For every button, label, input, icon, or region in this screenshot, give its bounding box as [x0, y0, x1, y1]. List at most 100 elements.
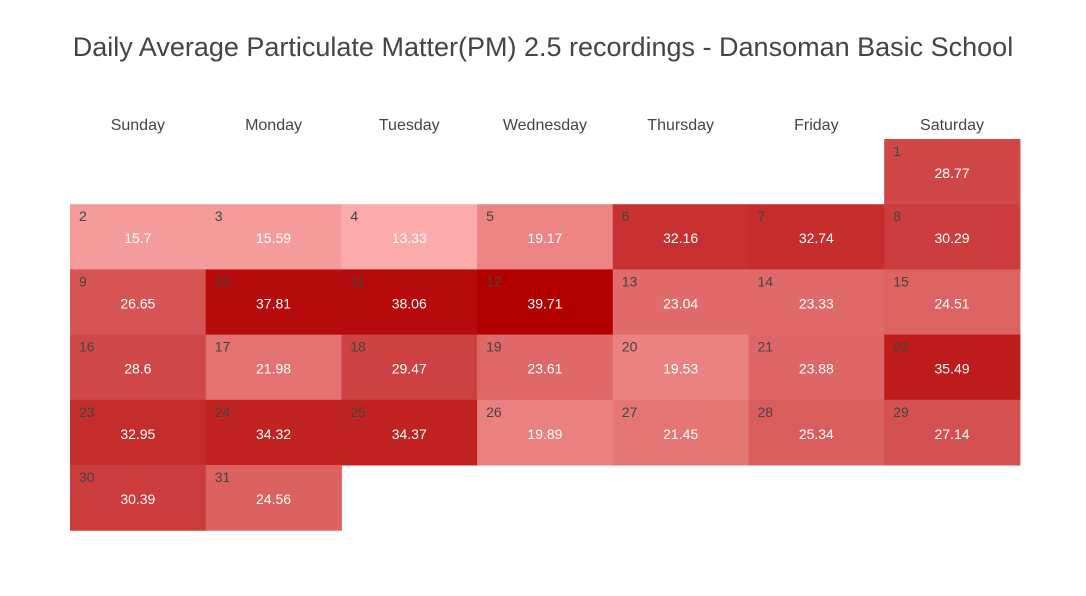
day-cell-10[interactable]: 10 37.81 — [205, 269, 342, 336]
day-value-label: 37.81 — [256, 295, 291, 311]
day-cell-11[interactable]: 11 38.06 — [341, 269, 478, 336]
day-cell-30[interactable]: 30 30.39 — [70, 465, 207, 531]
day-cell-1[interactable]: 128.77 — [884, 139, 1021, 205]
weekday-label-tuesday: Tuesday — [379, 117, 440, 134]
day-cell-8[interactable]: 830.29 — [884, 204, 1021, 270]
day-value-label: 34.32 — [256, 426, 291, 442]
day-number: 6 — [622, 208, 630, 224]
day-value-label: 28.6 — [124, 361, 151, 377]
day-value-label: 26.65 — [120, 295, 155, 311]
chart-title: Daily Average Particulate Matter(PM) 2.5… — [72, 32, 1014, 62]
day-number: 2 — [79, 208, 87, 224]
day-cell-rect — [205, 399, 342, 466]
day-cell-rect — [612, 269, 749, 336]
day-number: 15 — [893, 273, 909, 289]
day-cell-rect — [477, 204, 614, 270]
day-number: 7 — [758, 208, 766, 224]
day-cell-25[interactable]: 25 34.37 — [341, 399, 478, 466]
day-cell-22[interactable]: 22 35.49 — [884, 334, 1021, 401]
day-number: 11 — [350, 273, 365, 289]
day-cell-rect — [70, 334, 207, 401]
weekday-label-wednesday: Wednesday — [503, 117, 587, 134]
day-cell-4[interactable]: 413.33 — [341, 204, 478, 270]
day-number: 5 — [486, 208, 494, 224]
day-value-label: 19.17 — [527, 230, 562, 246]
day-cell-18[interactable]: 18 29.47 — [341, 334, 478, 401]
day-cell-rect — [477, 399, 614, 466]
day-cell-21[interactable]: 21 23.88 — [748, 334, 885, 401]
weekday-label-sunday: Sunday — [111, 117, 165, 134]
day-value-label: 35.49 — [935, 361, 970, 377]
day-cell-rect — [70, 204, 207, 270]
day-cell-13[interactable]: 13 23.04 — [612, 269, 749, 336]
day-cell-rect — [341, 399, 478, 466]
day-number: 9 — [79, 273, 87, 289]
day-value-label: 23.04 — [663, 295, 698, 311]
day-value-label: 30.39 — [120, 491, 155, 507]
day-cell-3[interactable]: 315.59 — [205, 204, 342, 270]
day-number: 8 — [893, 208, 901, 224]
day-number: 18 — [350, 339, 366, 355]
day-cell-6[interactable]: 632.16 — [612, 204, 749, 270]
weekday-label-monday: Monday — [245, 117, 302, 134]
day-cell-7[interactable]: 732.74 — [748, 204, 885, 270]
day-number: 1 — [893, 143, 901, 159]
day-value-label: 21.98 — [256, 361, 291, 377]
day-number: 20 — [622, 339, 638, 355]
day-cell-23[interactable]: 23 32.95 — [70, 399, 207, 466]
day-cell-rect — [477, 269, 614, 336]
day-cell-rect — [884, 334, 1021, 401]
day-value-label: 30.29 — [935, 230, 970, 246]
day-cell-rect — [612, 334, 749, 401]
day-number: 31 — [215, 469, 231, 485]
day-number: 12 — [486, 273, 502, 289]
day-cell-28[interactable]: 28 25.34 — [748, 399, 885, 466]
day-value-label: 13.33 — [392, 230, 427, 246]
day-cell-24[interactable]: 24 34.32 — [205, 399, 342, 466]
day-cell-15[interactable]: 15 24.51 — [884, 269, 1021, 336]
day-value-label: 27.14 — [935, 426, 970, 442]
day-number: 28 — [758, 404, 774, 420]
day-cell-20[interactable]: 20 19.53 — [612, 334, 749, 401]
day-cell-rect — [884, 204, 1021, 270]
day-cell-16[interactable]: 16 28.6 — [70, 334, 207, 401]
day-cell-rect — [748, 204, 885, 270]
day-cell-rect — [612, 204, 749, 270]
day-cell-rect — [748, 334, 885, 401]
day-number: 19 — [486, 339, 502, 355]
day-cell-5[interactable]: 519.17 — [477, 204, 614, 270]
day-value-label: 23.61 — [527, 361, 562, 377]
day-cell-26[interactable]: 26 19.89 — [477, 399, 614, 466]
day-value-label: 32.95 — [120, 426, 155, 442]
day-number: 23 — [79, 404, 95, 420]
day-cell-rect — [70, 465, 207, 531]
day-cell-17[interactable]: 17 21.98 — [205, 334, 342, 401]
day-value-label: 19.53 — [663, 361, 698, 377]
day-cell-rect — [341, 334, 478, 401]
day-cell-2[interactable]: 215.7 — [70, 204, 207, 270]
day-value-label: 32.16 — [663, 230, 698, 246]
day-cell-31[interactable]: 31 24.56 — [205, 465, 342, 531]
day-cell-12[interactable]: 12 39.71 — [477, 269, 614, 336]
day-value-label: 15.7 — [124, 230, 151, 246]
day-number: 24 — [215, 404, 231, 420]
day-cell-27[interactable]: 27 21.45 — [612, 399, 749, 466]
day-cell-9[interactable]: 926.65 — [70, 269, 207, 336]
day-cell-rect — [205, 465, 342, 531]
day-cell-rect — [205, 269, 342, 336]
day-value-label: 24.56 — [256, 491, 291, 507]
day-number: 25 — [350, 404, 366, 420]
day-cell-19[interactable]: 19 23.61 — [477, 334, 614, 401]
day-value-label: 39.71 — [527, 295, 562, 311]
day-cell-rect — [205, 334, 342, 401]
day-value-label: 25.34 — [799, 426, 834, 442]
day-cell-14[interactable]: 14 23.33 — [748, 269, 885, 336]
day-number: 27 — [622, 404, 638, 420]
day-value-label: 32.74 — [799, 230, 834, 246]
day-value-label: 23.33 — [799, 295, 834, 311]
day-cell-29[interactable]: 29 27.14 — [884, 399, 1021, 466]
day-number: 17 — [215, 339, 231, 355]
day-value-label: 28.77 — [935, 165, 970, 181]
day-number: 10 — [215, 273, 231, 289]
